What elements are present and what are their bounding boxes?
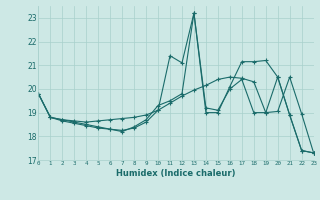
X-axis label: Humidex (Indice chaleur): Humidex (Indice chaleur) (116, 169, 236, 178)
